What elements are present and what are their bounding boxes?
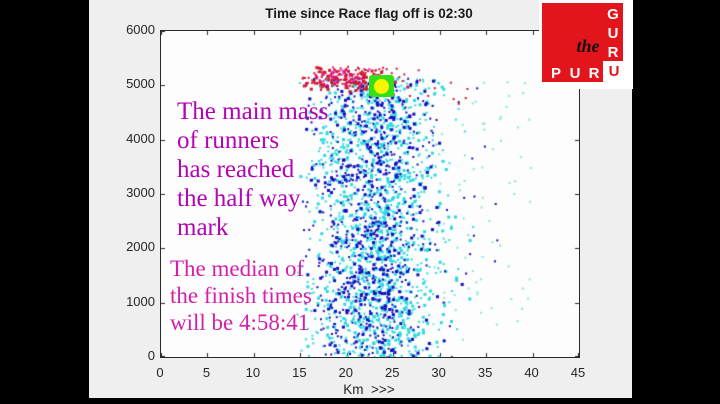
y-tick-label: 3000 xyxy=(126,185,155,200)
chart-title: Time since Race flag off is 02:30 xyxy=(265,6,473,21)
median-runner-marker xyxy=(369,75,394,97)
logo-letter-p: P xyxy=(550,65,561,82)
annotation-median-finish: The median of the finish times will be 4… xyxy=(170,256,312,335)
logo-letter-g: G xyxy=(607,6,619,23)
x-tick-label: 45 xyxy=(570,365,586,380)
matlab-figure: Time since Race flag off is 02:30 The ma… xyxy=(89,0,633,398)
x-tick-label: 20 xyxy=(338,365,353,380)
y-tick-label: 4000 xyxy=(126,130,155,146)
median-runner-dot-icon xyxy=(374,78,389,94)
x-tick-label: 10 xyxy=(245,365,261,380)
y-tick-label: 1000 xyxy=(126,293,155,309)
x-tick-label: 25 xyxy=(384,365,400,380)
logo-letter-u2: U xyxy=(569,65,581,82)
y-tick-label: 0 xyxy=(147,348,155,363)
x-tick-label: 40 xyxy=(524,365,539,380)
x-tick-label: 30 xyxy=(431,365,446,380)
logo-letter-r2: R xyxy=(588,65,600,82)
y-tick-label: 2000 xyxy=(126,239,155,255)
annotation-main-mass: The main mass of runners has reached the… xyxy=(177,98,329,241)
logo-letter-u1: U xyxy=(607,25,619,42)
logo-the-script: the xyxy=(576,36,600,56)
y-tick-label: 5000 xyxy=(126,76,155,92)
x-tick-label: 15 xyxy=(292,365,307,380)
x-tick-label: 35 xyxy=(477,365,493,380)
x-tick-label: 5 xyxy=(202,365,211,380)
plot-area: The main mass of runners has reached the… xyxy=(160,30,580,358)
puru-guru-logo: G U R P U R the U xyxy=(539,0,633,89)
logo-letter-r1: R xyxy=(607,44,619,61)
y-tick-label: 6000 xyxy=(126,22,155,37)
x-tick-label: 0 xyxy=(156,365,164,380)
logo-shared-u: U xyxy=(603,61,625,82)
x-axis-label: Km >>> xyxy=(343,382,395,397)
